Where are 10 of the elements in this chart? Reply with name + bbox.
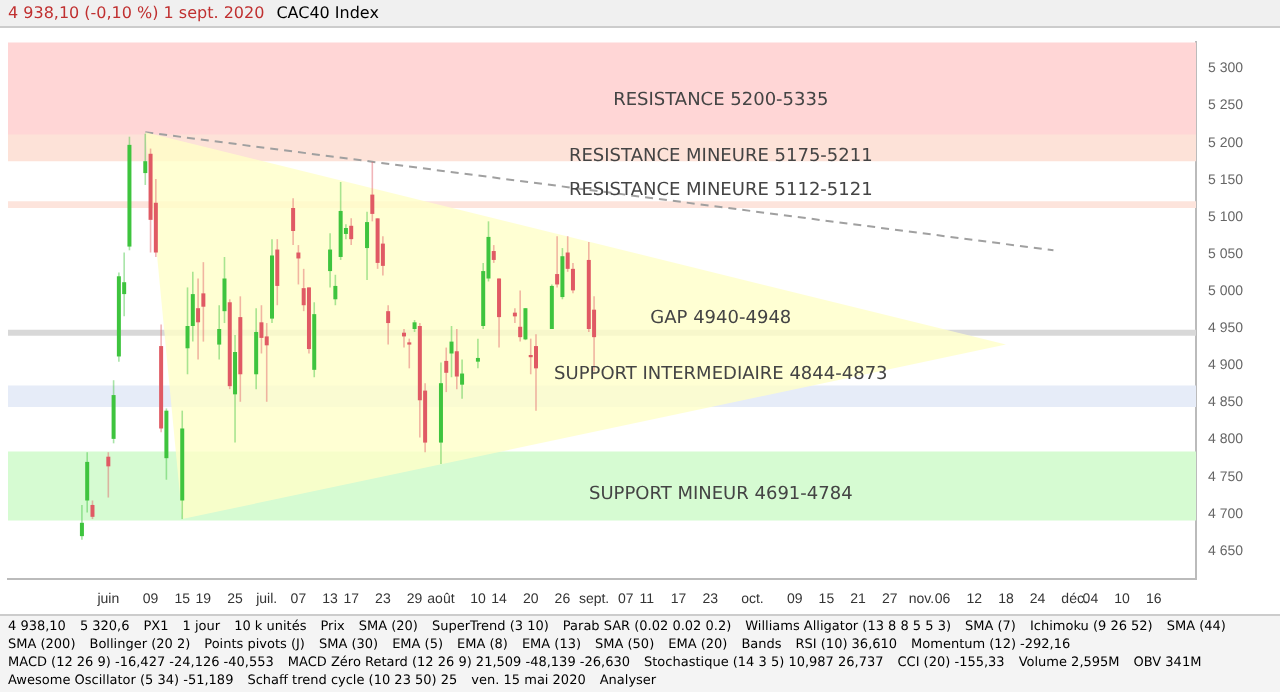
candlestick <box>523 307 528 341</box>
candlestick <box>549 283 554 330</box>
chart-subtitle: 4 938,10 (-0,10 %) 1 sept. 2020 <box>8 4 265 22</box>
band-label: RESISTANCE 5200-5335 <box>613 91 829 112</box>
band-label: SUPPORT INTERMEDIAIRE 4844-4873 <box>554 365 888 386</box>
band-label: RESISTANCE MINEURE 5112-5121 <box>568 180 873 201</box>
band-label: RESISTANCE MINEURE 5175-5211 <box>568 146 873 167</box>
band-label: SUPPORT MINEUR 4691-4784 <box>589 484 854 505</box>
band-label: GAP 4940-4948 <box>650 309 792 330</box>
chart-title: CAC40 Index <box>276 4 379 22</box>
